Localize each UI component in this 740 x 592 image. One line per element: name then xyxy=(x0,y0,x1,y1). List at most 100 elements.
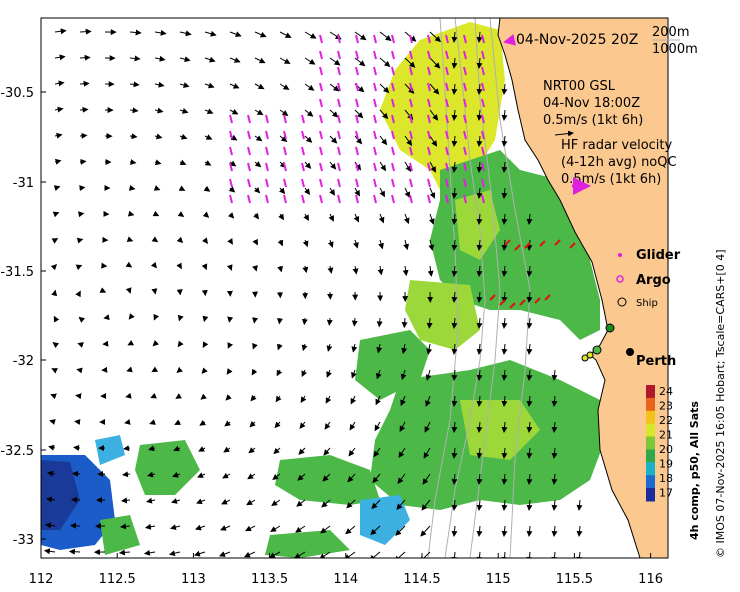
colorbar-segment xyxy=(646,462,655,476)
current-vector xyxy=(252,342,258,350)
current-vector xyxy=(476,239,483,251)
current-vector xyxy=(54,132,63,139)
current-vector xyxy=(121,497,131,504)
current-vector xyxy=(420,525,431,537)
hf-vector xyxy=(373,162,377,172)
current-vector xyxy=(304,135,313,143)
current-vector xyxy=(451,291,458,303)
current-vector xyxy=(327,239,334,248)
current-vector xyxy=(277,265,284,273)
ship-marker xyxy=(581,354,589,362)
current-vector xyxy=(204,134,213,140)
hf-vector xyxy=(337,34,341,44)
current-vector xyxy=(79,54,91,61)
current-vector xyxy=(403,213,410,225)
current-vector xyxy=(322,473,331,482)
x-tick-label: 115.5 xyxy=(556,572,593,587)
current-vector xyxy=(129,133,138,140)
current-vector xyxy=(476,473,483,485)
current-vector xyxy=(399,421,406,433)
hf-label-2: (4-12h avg) noQC xyxy=(561,155,677,170)
current-vector xyxy=(295,525,306,533)
current-vector xyxy=(46,496,56,503)
current-vector xyxy=(476,317,483,329)
hf-vector xyxy=(463,178,467,188)
current-vector xyxy=(400,395,406,407)
current-vector xyxy=(526,473,533,485)
current-vector xyxy=(526,551,533,558)
hf-vector xyxy=(301,162,305,172)
colorbar-tick-label: 24 xyxy=(659,385,673,398)
current-vector xyxy=(154,81,165,88)
hf-vector xyxy=(409,98,413,108)
hf-vector xyxy=(283,178,287,188)
current-vector xyxy=(304,31,317,39)
current-vector xyxy=(501,499,508,511)
current-vector xyxy=(326,343,333,352)
current-vector xyxy=(501,395,508,407)
current-vector xyxy=(297,473,306,481)
current-vector xyxy=(51,238,59,244)
current-vector xyxy=(52,211,60,218)
hf-vector xyxy=(265,178,269,188)
current-vector xyxy=(154,55,166,62)
hf-vector xyxy=(355,178,359,188)
current-vector xyxy=(299,421,306,429)
current-vector xyxy=(397,473,406,484)
current-vector xyxy=(526,317,533,329)
current-vector xyxy=(201,367,208,374)
isobath-label-1000: 1000m xyxy=(652,42,698,57)
hf-vector xyxy=(319,66,323,76)
current-vector xyxy=(53,315,60,323)
colorbar-segment xyxy=(646,449,655,463)
credit-box: © IMOS 07-Nov-2025 16:05 Hobart; Tscale=… xyxy=(710,20,732,565)
timestamp-label: 04-Nov-2025 20Z xyxy=(516,32,638,48)
current-vector xyxy=(526,369,533,381)
hf-vector xyxy=(445,146,449,156)
hf-vector xyxy=(481,178,485,188)
current-vector xyxy=(247,473,256,480)
current-vector xyxy=(348,447,356,457)
current-vector xyxy=(320,525,331,534)
current-vector xyxy=(52,342,60,349)
current-vector xyxy=(75,393,82,400)
current-vector xyxy=(73,444,81,451)
hf-vector xyxy=(247,178,251,188)
current-vector xyxy=(304,83,315,91)
current-vector xyxy=(177,340,184,348)
current-vector xyxy=(171,498,181,504)
hf-vector xyxy=(283,130,287,140)
ship-markers xyxy=(581,323,634,362)
current-vector xyxy=(278,187,286,195)
city-label-perth: Perth xyxy=(636,354,676,369)
current-vector xyxy=(129,159,137,166)
current-vector xyxy=(429,57,441,69)
current-vector xyxy=(551,473,558,485)
current-vector xyxy=(223,446,231,453)
current-vector xyxy=(173,445,181,452)
current-vector xyxy=(451,421,458,433)
current-vector xyxy=(54,106,64,113)
colorbar-tick-label: 21 xyxy=(659,429,673,442)
current-vector xyxy=(78,316,86,323)
current-vector xyxy=(501,213,508,225)
legend-glider: Glider xyxy=(636,248,681,263)
hf-vector xyxy=(409,82,413,92)
hf-vector xyxy=(445,130,449,140)
current-vector xyxy=(402,265,409,277)
current-vector xyxy=(400,369,407,381)
hf-vector xyxy=(283,194,287,204)
current-vector xyxy=(451,525,458,537)
hf-vector xyxy=(445,82,449,92)
hf-vector xyxy=(355,146,359,156)
colorbar-segment xyxy=(646,436,655,450)
hf-vector xyxy=(445,162,449,172)
current-vector xyxy=(251,368,258,376)
current-vector xyxy=(48,444,56,451)
current-vector xyxy=(476,551,483,558)
current-vector xyxy=(143,549,156,556)
hf-vector xyxy=(409,114,413,124)
current-vector xyxy=(126,366,133,373)
hf-vector xyxy=(319,194,323,204)
y-tick-label: -30.5 xyxy=(0,86,34,101)
